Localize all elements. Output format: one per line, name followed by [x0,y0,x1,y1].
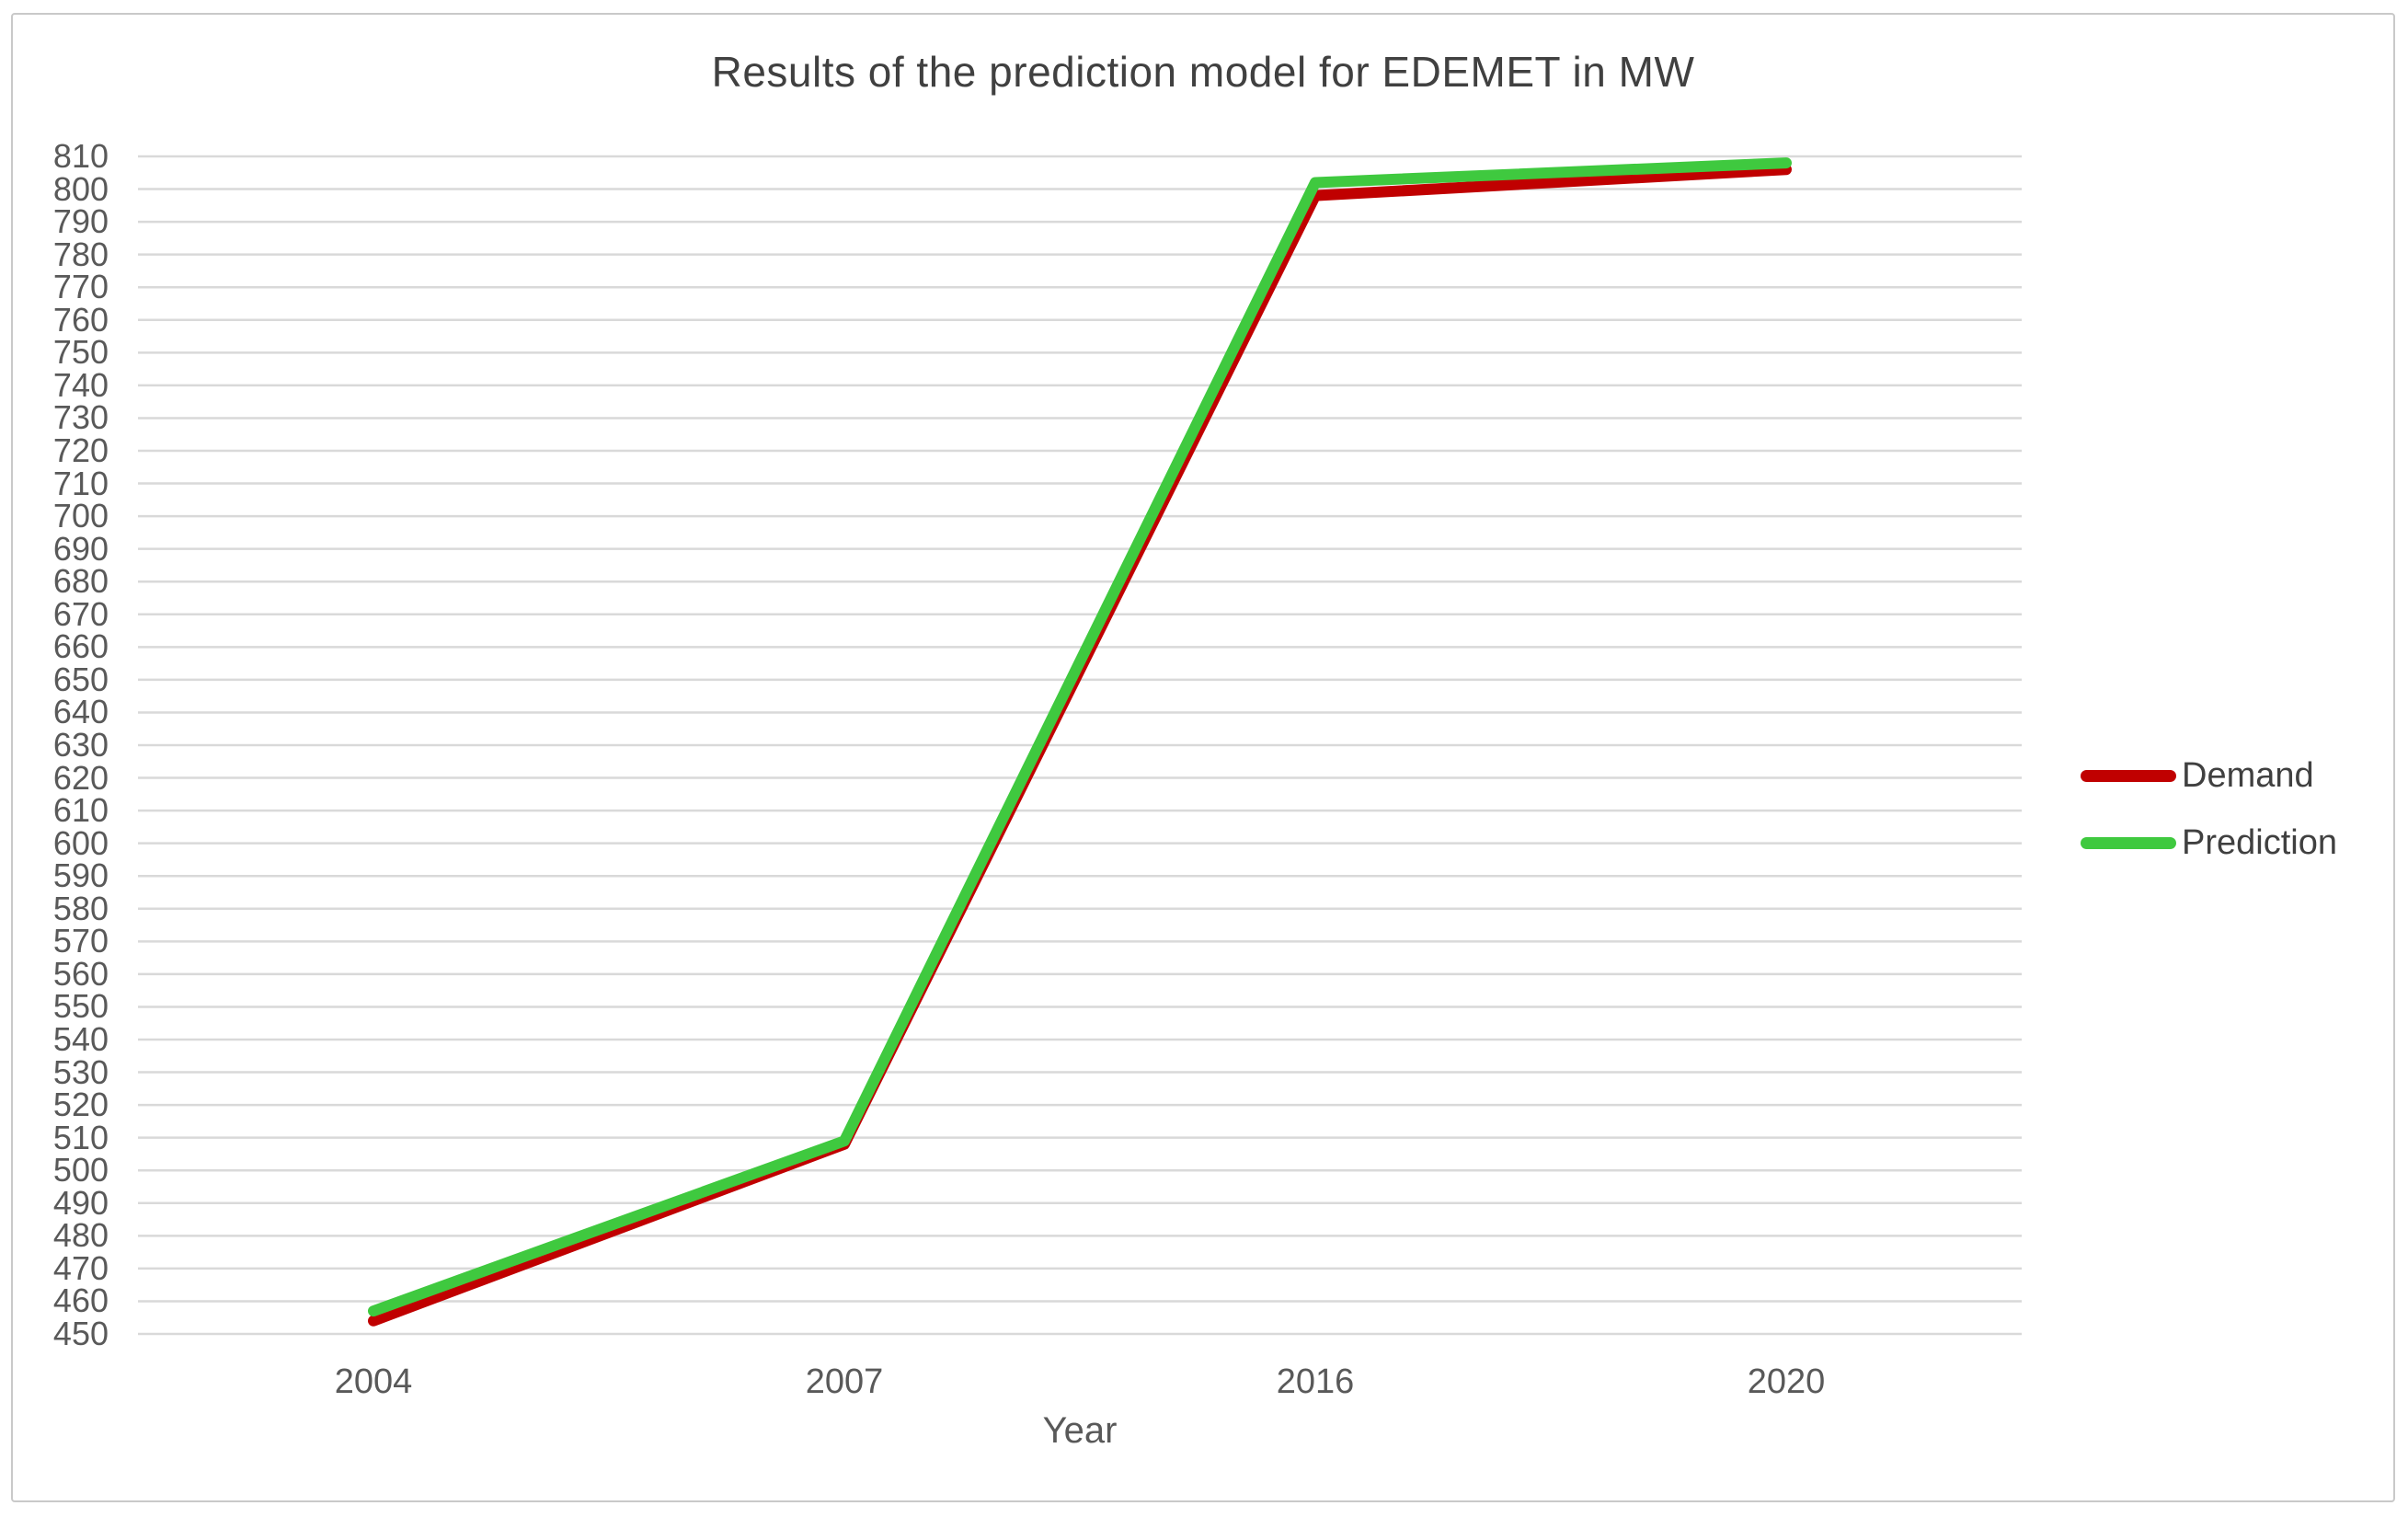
y-axis-tick-label: 810 [52,137,109,175]
y-axis-tick-label: 760 [52,300,109,339]
legend-label: Demand [2182,756,2314,795]
y-axis-tick-label: 680 [52,562,109,601]
y-axis-tick-label: 490 [52,1183,109,1222]
chart-card [11,13,2395,1502]
y-axis-tick-label: 740 [52,365,109,404]
y-axis-tick-label: 650 [52,660,109,698]
y-axis-tick-label: 550 [52,987,109,1026]
y-axis-tick-label: 730 [52,398,109,437]
y-axis-tick-label: 460 [52,1281,109,1320]
y-axis-tick-label: 790 [52,202,109,241]
y-axis-tick-label: 540 [52,1020,109,1058]
y-axis-tick-label: 700 [52,497,109,535]
prediction-legend-swatch-icon [2081,836,2176,849]
y-axis-tick-label: 750 [52,333,109,372]
x-axis-tick-label: 2004 [334,1362,413,1401]
y-axis-tick-label: 780 [52,235,109,273]
x-axis-title: Year [1042,1410,1118,1451]
x-axis-tick-label: 2016 [1276,1362,1355,1401]
y-axis-tick-label: 600 [52,823,109,862]
y-axis-tick-label: 640 [52,693,109,731]
chart-title: Results of the prediction model for EDEM… [711,48,1695,96]
demand-legend-swatch-icon [2081,769,2176,782]
y-axis-tick-label: 450 [52,1315,109,1352]
y-axis-tick-label: 510 [52,1118,109,1156]
y-axis-tick-label: 770 [52,268,109,306]
y-axis-tick-label: 800 [52,169,109,208]
y-axis-tick-label: 690 [52,529,109,568]
x-axis-tick-label: 2020 [1747,1362,1826,1401]
legend-item-prediction[interactable]: Prediction [2081,825,2337,860]
y-axis-tick-label: 660 [52,627,109,666]
legend-item-demand[interactable]: Demand [2081,758,2337,793]
x-axis-tick-label: 2007 [805,1362,884,1401]
y-axis-tick-label: 560 [52,954,109,993]
legend: Demand Prediction [2081,758,2337,860]
y-axis-tick-label: 580 [52,889,109,927]
y-axis-tick-label: 530 [52,1052,109,1091]
y-axis-tick-label: 630 [52,726,109,764]
y-axis-tick-label: 570 [52,922,109,960]
y-axis-tick-label: 610 [52,791,109,830]
y-axis-tick-label: 480 [52,1216,109,1255]
y-axis-tick-label: 500 [52,1151,109,1189]
legend-label: Prediction [2182,823,2337,862]
y-axis-tick-label: 620 [52,758,109,797]
y-axis-tick-label: 520 [52,1086,109,1124]
y-axis-tick-label: 470 [52,1248,109,1287]
y-axis-tick-label: 720 [52,431,109,469]
y-axis-tick-label: 590 [52,856,109,895]
y-axis-tick-label: 710 [52,464,109,502]
prediction-series-line[interactable] [368,157,1792,1317]
y-axis-tick-label: 670 [52,594,109,633]
